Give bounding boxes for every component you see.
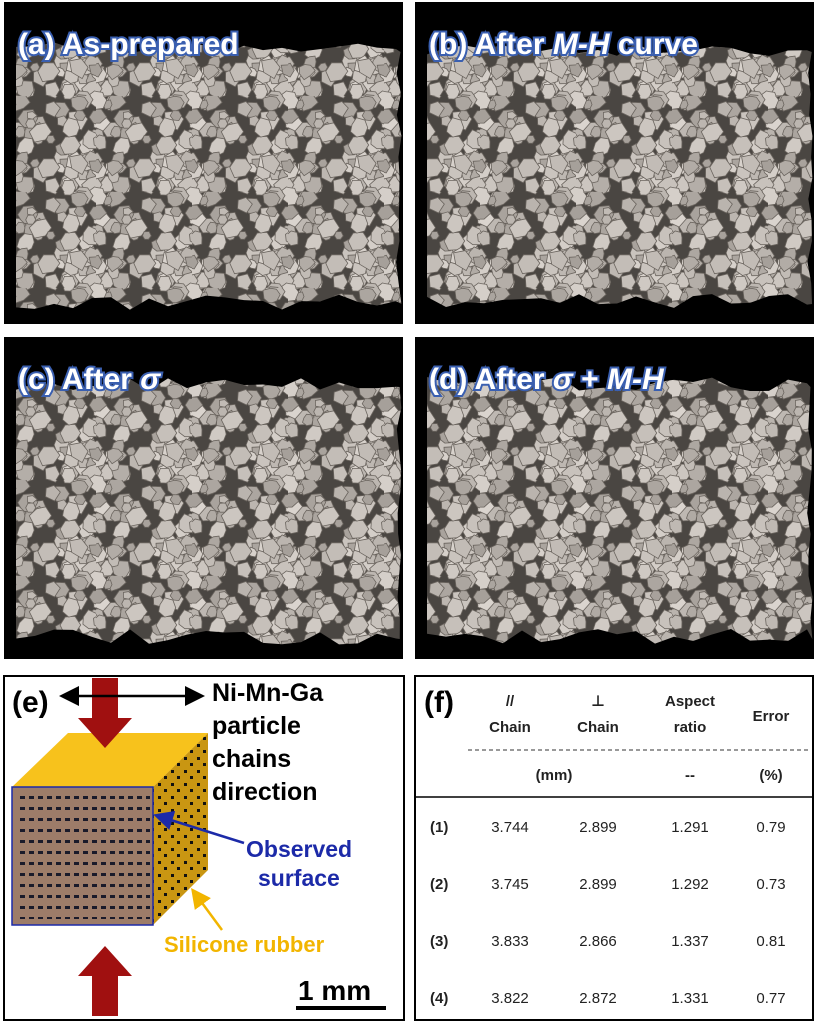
rubber-arrow — [191, 887, 224, 931]
row-label: (1) — [430, 819, 448, 836]
cell: 1.337 — [671, 933, 709, 950]
column-header: ⊥ — [591, 693, 605, 710]
row-label: (4) — [430, 990, 448, 1007]
label-part: + — [573, 363, 607, 396]
cell: 1.291 — [671, 819, 709, 836]
label-part: σ — [553, 363, 574, 396]
column-header: Chain — [489, 719, 531, 736]
table: (f) // Chain ⊥ Chain Aspect ratio Error (mm) -- (… — [414, 675, 814, 1021]
cell: 0.81 — [756, 933, 785, 950]
label-part: (c) After — [18, 363, 140, 396]
particle-chains — [16, 795, 150, 919]
column-header: ratio — [674, 719, 707, 736]
label-part: M-H — [553, 28, 611, 61]
direction-text: chains — [212, 745, 291, 773]
schematic: (e) Ni-Mn-Ga particle chains direction O… — [3, 675, 405, 1021]
cell: 2.872 — [579, 990, 617, 1007]
cube-side-dots — [153, 733, 208, 925]
cell: 0.77 — [756, 990, 785, 1007]
image-panel: (a) As-prepared — [4, 2, 403, 324]
cell: 1.331 — [671, 990, 709, 1007]
label-part: (a) As-prepared — [18, 28, 239, 61]
label-part: M-H — [607, 363, 665, 396]
scale-bar — [296, 1006, 386, 1010]
cell: 3.744 — [491, 819, 529, 836]
particle-sample — [427, 377, 813, 644]
particle-sample — [16, 378, 402, 645]
force-arrow — [78, 678, 132, 748]
panels: (a) As-prepared (b) After M-H curve (c) Af… — [4, 2, 814, 659]
cell: 2.899 — [579, 876, 617, 893]
cell: 2.899 — [579, 819, 617, 836]
label-part: (b) After — [429, 28, 553, 61]
label-part: curve — [610, 28, 698, 61]
label-part: σ — [140, 363, 161, 396]
row-label: (2) — [430, 876, 448, 893]
direction-text: direction — [212, 778, 318, 806]
rubber-text: Silicone rubber — [164, 932, 325, 957]
cell: 3.822 — [491, 990, 529, 1007]
cell: 2.866 — [579, 933, 617, 950]
observed-text: surface — [258, 865, 340, 891]
panel-label: (d) After σ + M-H — [429, 363, 665, 396]
panel-label: (a) As-prepared — [18, 28, 239, 61]
direction-text: Ni-Mn-Ga — [212, 679, 324, 707]
image-panel: (c) After σ — [4, 337, 403, 659]
cube-top — [12, 733, 208, 787]
unit: (mm) — [536, 767, 573, 784]
observed-text: Observed — [246, 836, 352, 862]
image-panel: (b) After M-H curve — [415, 2, 814, 324]
cell: 1.292 — [671, 876, 709, 893]
particle-sample — [427, 42, 813, 308]
cell: 0.79 — [756, 819, 785, 836]
force-arrow — [78, 946, 132, 1016]
scale-text: 1 mm — [298, 975, 371, 1006]
unit: (%) — [759, 767, 782, 784]
particle-sample — [16, 42, 402, 310]
label-part: (d) After — [429, 363, 553, 396]
row-label: (3) — [430, 933, 448, 950]
panel-label: (c) After σ — [18, 363, 161, 396]
column-header: Aspect — [665, 693, 715, 710]
panel-frame — [414, 675, 814, 1021]
cell: 3.833 — [491, 933, 529, 950]
image-panel: (d) After σ + M-H — [415, 337, 814, 659]
column-header: Chain — [577, 719, 619, 736]
unit: -- — [685, 767, 695, 784]
observed-arrow — [153, 810, 245, 845]
panel-label: (f) — [424, 686, 454, 719]
cell: 0.73 — [756, 876, 785, 893]
column-header: Error — [753, 708, 790, 725]
cell: 3.745 — [491, 876, 529, 893]
panel-label: (e) — [12, 686, 49, 719]
panel-label: (b) After M-H curve — [429, 28, 698, 61]
column-header: // — [506, 693, 515, 710]
direction-text: particle — [212, 712, 301, 740]
